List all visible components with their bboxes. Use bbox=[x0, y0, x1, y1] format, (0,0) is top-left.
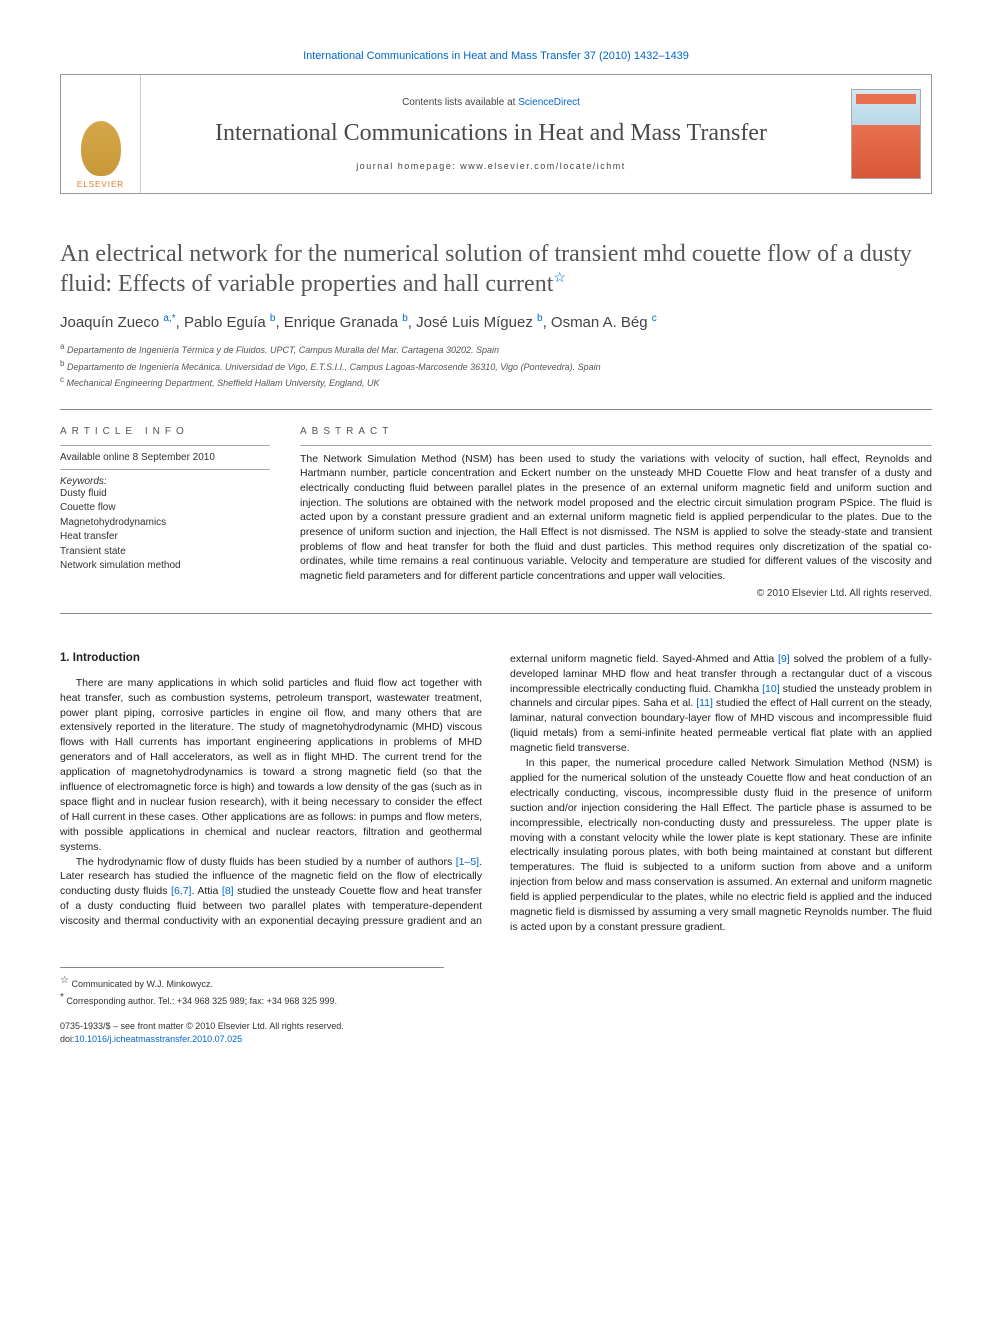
footnote-text: Communicated by W.J. Minkowycz. bbox=[71, 979, 213, 989]
footnote-corresponding: * Corresponding author. Tel.: +34 968 32… bbox=[60, 991, 444, 1008]
sciencedirect-link[interactable]: ScienceDirect bbox=[518, 97, 580, 108]
affiliations: a Departamento de Ingeniería Térmica y d… bbox=[60, 341, 932, 391]
keyword: Heat transfer bbox=[60, 530, 270, 545]
contents-prefix: Contents lists available at bbox=[402, 97, 518, 108]
citation-link[interactable]: [6,7] bbox=[171, 885, 191, 897]
doi-line: doi:10.1016/j.icheatmasstransfer.2010.07… bbox=[60, 1033, 932, 1046]
journal-header-bar: ELSEVIER Contents lists available at Sci… bbox=[60, 74, 932, 194]
elsevier-tree-icon bbox=[81, 121, 121, 176]
article-info-head: ARTICLE INFO bbox=[60, 426, 270, 437]
header-center: Contents lists available at ScienceDirec… bbox=[141, 89, 841, 179]
doi-label: doi: bbox=[60, 1034, 75, 1044]
info-rule bbox=[60, 445, 270, 446]
publisher-logo: ELSEVIER bbox=[61, 75, 141, 193]
info-abstract-row: ARTICLE INFO Available online 8 Septembe… bbox=[60, 426, 932, 599]
citation-link[interactable]: [1–5] bbox=[456, 856, 479, 868]
keyword: Magnetohydrodynamics bbox=[60, 516, 270, 531]
homepage-url[interactable]: www.elsevier.com/locate/ichmt bbox=[460, 161, 626, 171]
info-rule bbox=[60, 469, 270, 470]
bottom-metadata: 0735-1933/$ – see front matter © 2010 El… bbox=[60, 1020, 932, 1045]
keyword: Transient state bbox=[60, 545, 270, 560]
keyword: Couette flow bbox=[60, 501, 270, 516]
keyword: Network simulation method bbox=[60, 559, 270, 574]
keyword: Dusty fluid bbox=[60, 487, 270, 502]
footnote-communicated: ☆ Communicated by W.J. Minkowycz. bbox=[60, 974, 444, 991]
homepage-prefix: journal homepage: bbox=[356, 161, 460, 171]
issn-line: 0735-1933/$ – see front matter © 2010 El… bbox=[60, 1020, 932, 1033]
footnote-marker: ☆ bbox=[60, 975, 69, 986]
citation-link[interactable]: [8] bbox=[222, 885, 234, 897]
authors-line: Joaquín Zueco a,*, Pablo Eguía b, Enriqu… bbox=[60, 313, 932, 331]
contents-line: Contents lists available at ScienceDirec… bbox=[151, 97, 831, 108]
text-run: The hydrodynamic flow of dusty fluids ha… bbox=[76, 856, 456, 868]
section-divider bbox=[60, 613, 932, 614]
body-text: There are many applications in which sol… bbox=[60, 652, 932, 935]
citation-link[interactable]: [11] bbox=[696, 697, 713, 709]
abstract-head: ABSTRACT bbox=[300, 426, 932, 437]
journal-name: International Communications in Heat and… bbox=[151, 120, 831, 147]
footnote-marker: * bbox=[60, 992, 64, 1003]
paragraph: There are many applications in which sol… bbox=[60, 676, 482, 855]
body-two-column: 1. Introduction There are many applicati… bbox=[60, 652, 932, 935]
affiliation-line: b Departamento de Ingeniería Mecánica. U… bbox=[60, 358, 932, 375]
footnotes: ☆ Communicated by W.J. Minkowycz. * Corr… bbox=[60, 967, 444, 1008]
paragraph: In this paper, the numerical procedure c… bbox=[510, 756, 932, 935]
title-footnote-marker: ☆ bbox=[553, 271, 566, 286]
text-run: . Attia bbox=[191, 885, 221, 897]
article-title: An electrical network for the numerical … bbox=[60, 239, 932, 299]
journal-cover-thumbnail bbox=[851, 89, 921, 179]
publisher-name: ELSEVIER bbox=[77, 180, 124, 189]
citation-header[interactable]: International Communications in Heat and… bbox=[60, 50, 932, 62]
copyright-line: © 2010 Elsevier Ltd. All rights reserved… bbox=[300, 588, 932, 599]
abstract-text: The Network Simulation Method (NSM) has … bbox=[300, 452, 932, 584]
title-text: An electrical network for the numerical … bbox=[60, 241, 912, 297]
abstract-column: ABSTRACT The Network Simulation Method (… bbox=[300, 426, 932, 599]
homepage-line: journal homepage: www.elsevier.com/locat… bbox=[151, 161, 831, 171]
affiliation-line: a Departamento de Ingeniería Térmica y d… bbox=[60, 341, 932, 358]
section-divider bbox=[60, 409, 932, 410]
citation-link[interactable]: [9] bbox=[778, 653, 790, 665]
doi-link[interactable]: 10.1016/j.icheatmasstransfer.2010.07.025 bbox=[75, 1034, 243, 1044]
citation-link[interactable]: [10] bbox=[762, 683, 780, 695]
affiliation-line: c Mechanical Engineering Department, She… bbox=[60, 374, 932, 391]
keywords-list: Dusty fluidCouette flowMagnetohydrodynam… bbox=[60, 487, 270, 574]
keywords-head: Keywords: bbox=[60, 476, 270, 487]
online-date: Available online 8 September 2010 bbox=[60, 452, 270, 463]
abstract-rule bbox=[300, 445, 932, 446]
section-heading: 1. Introduction bbox=[60, 652, 482, 664]
article-info-column: ARTICLE INFO Available online 8 Septembe… bbox=[60, 426, 270, 599]
footnote-text: Corresponding author. Tel.: +34 968 325 … bbox=[66, 996, 337, 1006]
